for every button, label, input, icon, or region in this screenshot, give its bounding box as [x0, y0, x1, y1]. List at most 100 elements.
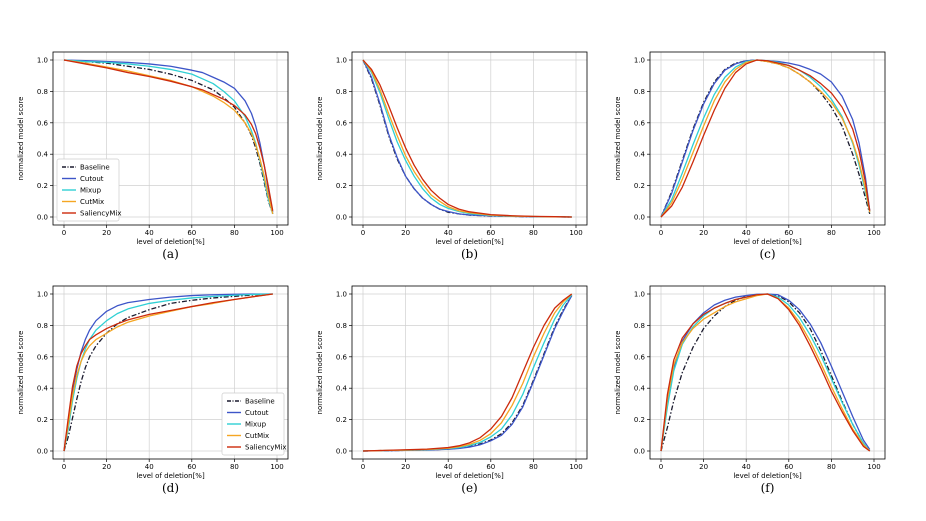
plot-frame — [52, 285, 289, 460]
legend-label: Baseline — [245, 398, 275, 406]
y-tick-label: 0.6 — [634, 119, 646, 127]
y-tick-label: 1.0 — [634, 57, 645, 65]
plot-frame — [351, 285, 588, 460]
x-axis-label: level of deletion[%] — [435, 238, 504, 246]
x-tick-label: 80 — [529, 463, 538, 471]
panel-caption: (b) — [461, 247, 478, 261]
y-tick-label: 0.6 — [37, 353, 49, 361]
series-line-mixup — [660, 293, 871, 452]
x-tick-label: 100 — [569, 229, 582, 237]
x-tick-label: 100 — [867, 463, 880, 471]
y-tick-label: 0.6 — [336, 353, 348, 361]
y-tick-label: 1.0 — [336, 57, 347, 65]
legend-label: Mixup — [245, 421, 267, 429]
legend-label: Cutout — [80, 175, 104, 183]
y-tick-label: 0.8 — [37, 88, 48, 96]
x-tick-label: 20 — [401, 463, 410, 471]
x-tick-label: 20 — [699, 463, 708, 471]
x-tick-label: 20 — [102, 463, 111, 471]
series-line-cutmix — [63, 293, 273, 452]
x-tick-label: 80 — [827, 463, 836, 471]
x-axis-label: level of deletion[%] — [733, 238, 802, 246]
y-tick-label: 0.8 — [634, 322, 645, 330]
x-tick-label: 20 — [699, 229, 708, 237]
x-tick-label: 40 — [742, 463, 751, 471]
series-line-cutout — [63, 293, 273, 452]
y-tick-label: 0.2 — [336, 416, 347, 424]
series-line-mixup — [362, 59, 572, 218]
x-tick-label: 100 — [270, 229, 283, 237]
series-line-saliencymix — [362, 293, 573, 452]
series-line-cutmix — [63, 59, 274, 215]
y-axis-label: normalized model score — [17, 331, 25, 415]
legend-label: Baseline — [80, 164, 110, 172]
panel-e: 0 20 40 60 80 100 0.0 0.2 0.4 0.6 0.8 1.0 level of d… — [316, 285, 588, 495]
series-line-mixup — [660, 59, 871, 218]
legend-box — [56, 158, 120, 222]
x-tick-label: 100 — [867, 229, 880, 237]
series-line-saliencymix — [63, 293, 273, 452]
y-tick-label: 0.4 — [634, 151, 646, 159]
series-line-cutout — [660, 293, 871, 452]
x-tick-label: 100 — [569, 463, 582, 471]
series-line-cutmix — [660, 59, 871, 218]
y-tick-label: 1.0 — [634, 291, 645, 299]
series-line-baseline — [660, 59, 871, 218]
x-tick-label: 80 — [529, 229, 538, 237]
y-tick-label: 0.2 — [634, 416, 645, 424]
x-axis-label: level of deletion[%] — [733, 472, 802, 480]
plot-frame — [351, 51, 588, 226]
y-tick-label: 0.0 — [37, 448, 48, 456]
series-line-saliencymix — [362, 59, 572, 218]
y-axis-label: normalized model score — [17, 97, 25, 181]
series-line-cutmix — [660, 293, 871, 452]
y-tick-label: 0.2 — [336, 182, 347, 190]
x-tick-label: 60 — [486, 229, 495, 237]
x-tick-label: 40 — [742, 229, 751, 237]
series-line-cutout — [362, 59, 572, 218]
x-tick-label: 0 — [361, 229, 365, 237]
y-tick-label: 1.0 — [37, 57, 48, 65]
x-tick-label: 80 — [230, 463, 239, 471]
y-tick-label: 0.8 — [336, 88, 347, 96]
series-line-baseline — [362, 59, 572, 218]
x-tick-label: 80 — [230, 229, 239, 237]
panel-f: 0 20 40 60 80 100 0.0 0.2 0.4 0.6 0.8 1.0 level of d… — [614, 285, 886, 495]
series-line-baseline — [660, 293, 871, 452]
panel-caption: (c) — [759, 247, 775, 261]
legend-label: Mixup — [80, 187, 102, 195]
series-line-mixup — [362, 294, 573, 452]
y-axis-label: normalized model score — [316, 331, 324, 415]
legend-label: Cutout — [245, 409, 269, 417]
y-tick-label: 0.4 — [336, 385, 348, 393]
x-axis-label: level of deletion[%] — [136, 472, 205, 480]
x-tick-label: 0 — [659, 229, 663, 237]
series-line-cutout — [63, 59, 274, 213]
y-tick-label: 1.0 — [336, 291, 347, 299]
y-tick-label: 0.4 — [37, 151, 49, 159]
y-axis-label: normalized model score — [614, 97, 622, 181]
y-tick-label: 0.4 — [336, 151, 348, 159]
series-line-saliencymix — [660, 59, 871, 218]
y-tick-label: 0.8 — [37, 322, 48, 330]
y-tick-label: 0.6 — [37, 119, 49, 127]
legend-label: SaliencyMix — [80, 210, 121, 218]
legend: Baseline Cutout Mixup CutMix SaliencyMix — [221, 392, 286, 456]
y-tick-label: 0.2 — [37, 182, 48, 190]
y-tick-label: 0.6 — [336, 119, 348, 127]
y-tick-label: 0.0 — [336, 214, 347, 222]
x-tick-label: 20 — [102, 229, 111, 237]
x-tick-label: 60 — [784, 463, 793, 471]
x-tick-label: 100 — [270, 463, 283, 471]
series-line-cutmix — [362, 293, 573, 452]
x-tick-label: 20 — [401, 229, 410, 237]
legend: Baseline Cutout Mixup CutMix SaliencyMix — [56, 158, 121, 222]
y-tick-label: 0.4 — [37, 385, 49, 393]
series-line-baseline — [63, 293, 273, 452]
plot-frame — [52, 51, 289, 226]
x-tick-label: 40 — [145, 463, 154, 471]
legend-label: CutMix — [245, 432, 269, 440]
y-tick-label: 0.8 — [634, 88, 645, 96]
panel-caption: (a) — [162, 247, 179, 261]
